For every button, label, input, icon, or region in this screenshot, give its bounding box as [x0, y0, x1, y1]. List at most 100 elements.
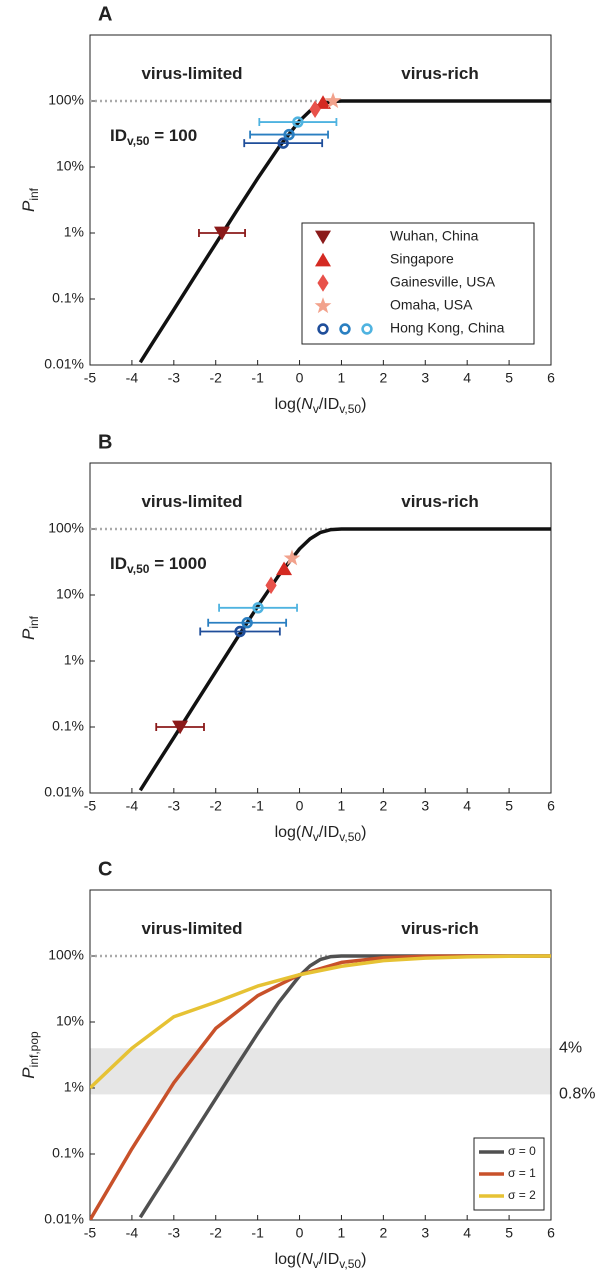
- curve: [138, 954, 551, 1219]
- marker: [276, 561, 293, 576]
- x-tick-label: -2: [210, 798, 223, 814]
- x-tick-label: 1: [338, 798, 346, 814]
- marker: [172, 720, 189, 735]
- x-axis-label-part: ): [361, 824, 366, 841]
- y-axis-label: Pinf: [19, 615, 41, 640]
- marker: [324, 92, 342, 109]
- marker: [277, 137, 289, 149]
- band: [90, 1048, 551, 1095]
- x-axis-label-part: N: [301, 1251, 313, 1268]
- legend-box: [301, 222, 535, 345]
- x-axis-label-part: v,50: [339, 830, 361, 844]
- marker: [361, 323, 373, 335]
- annotation-part: ID: [110, 126, 127, 145]
- marker: [265, 576, 277, 595]
- x-tick-label: -1: [251, 1225, 264, 1241]
- x-axis-label-part: ): [361, 1251, 366, 1268]
- x-tick-label: 6: [547, 1225, 555, 1241]
- x-tick-label: 2: [379, 798, 387, 814]
- x-tick-label: 4: [463, 798, 471, 814]
- x-axis-label: log(Nv/IDv,50): [275, 824, 367, 844]
- x-axis-label-part: /ID: [319, 1251, 339, 1268]
- y-tick-label: 1%: [64, 224, 84, 240]
- annotation: IDv,50 = 1000: [110, 554, 207, 576]
- x-tick-label: 6: [547, 370, 555, 386]
- x-tick-label: 4: [463, 370, 471, 386]
- error-bar: [258, 118, 338, 127]
- curve: [90, 954, 551, 1090]
- error-bar: [243, 139, 324, 148]
- x-tick-label: 6: [547, 798, 555, 814]
- curves: [90, 954, 551, 1220]
- legend-label: σ = 1: [508, 1166, 536, 1180]
- marker: [315, 252, 331, 267]
- y-tick-label: 10%: [56, 586, 84, 602]
- panel: -5 -4 -3 -2 -1 0 1 2 3 4 5 6 0.01% 0.1% 1% 10% 100% B: [44, 431, 555, 813]
- legend-label: Gainesville, USA: [390, 274, 496, 290]
- error-bar: [207, 618, 288, 627]
- annotation: virus-rich: [401, 64, 478, 83]
- marker: [315, 95, 332, 109]
- y-tick-label: 0.01%: [44, 1211, 84, 1227]
- x-axis-label-part: v: [313, 830, 319, 844]
- x-tick-label: 2: [379, 1225, 387, 1241]
- annotation-part: v,50: [127, 562, 150, 576]
- x-tick-label: -2: [210, 370, 223, 386]
- annotation-part: v,50: [127, 134, 150, 148]
- annotation-part: = 1000: [149, 554, 206, 573]
- panel-label: B: [98, 431, 112, 453]
- y-tick-label: 0.1%: [52, 1145, 84, 1161]
- y-tick-label: 100%: [48, 92, 84, 108]
- y-tick-label: 10%: [56, 1013, 84, 1029]
- legend-label: σ = 2: [508, 1188, 536, 1202]
- x-axis-label: log(Nv/IDv,50): [275, 1251, 367, 1271]
- x-axis-label-part: log(: [275, 396, 302, 413]
- marker: [314, 297, 332, 314]
- annotation: virus-limited: [141, 492, 242, 511]
- y-tick-label: 100%: [48, 947, 84, 963]
- x-tick-label: -1: [251, 798, 264, 814]
- y-axis-label-part: inf,pop: [27, 1031, 41, 1067]
- legend-label: Hong Kong, China: [390, 320, 505, 336]
- annotation-part: virus-limited: [141, 64, 242, 83]
- y-tick-label: 100%: [48, 520, 84, 536]
- y-axis-label: Pinf,pop: [19, 1031, 41, 1079]
- error-bar: [249, 130, 329, 139]
- band-label: 0.8%: [559, 1086, 595, 1103]
- annotation-part: ID: [110, 554, 127, 573]
- x-tick-label: 3: [421, 370, 429, 386]
- x-axis-label-part: /ID: [319, 396, 339, 413]
- panel: -5 -4 -3 -2 -1 0 1 2 3 4 5 6 0.01% 0.1% 1% 10% 100% A Wuha…: [44, 3, 555, 385]
- x-tick-label: -2: [210, 1225, 223, 1241]
- y-tick-label: 0.01%: [44, 784, 84, 800]
- annotation-part: virus-rich: [401, 64, 478, 83]
- plot-frame: [89, 889, 552, 1221]
- marker: [339, 323, 351, 335]
- x-tick-label: -3: [168, 370, 181, 386]
- x-axis-label-part: v,50: [339, 1257, 361, 1271]
- plot-frame: [89, 34, 552, 366]
- marker: [317, 323, 329, 335]
- y-axis-label-part: inf: [27, 187, 41, 200]
- x-axis-label-part: log(: [275, 1251, 302, 1268]
- marker: [317, 274, 329, 292]
- marker: [214, 226, 231, 241]
- annotation-part: virus-limited: [141, 492, 242, 511]
- panel-label: C: [98, 858, 112, 880]
- x-axis-label-part: v,50: [339, 402, 361, 416]
- x-tick-label: 3: [421, 798, 429, 814]
- marker: [315, 230, 331, 245]
- x-tick-label: -4: [126, 370, 139, 386]
- x-axis-label-part: v: [313, 1257, 319, 1271]
- x-tick-label: 0: [296, 1225, 304, 1241]
- x-tick-label: 0: [296, 370, 304, 386]
- error-bar: [199, 627, 281, 636]
- annotation: IDv,50 = 100: [110, 126, 197, 148]
- x-tick-label: 2: [379, 370, 387, 386]
- y-axis-label-part: P: [19, 1067, 38, 1079]
- x-tick-label: -5: [84, 1225, 97, 1241]
- x-tick-label: -3: [168, 1225, 181, 1241]
- y-tick-label: 0.01%: [44, 356, 84, 372]
- y-tick-label: 1%: [64, 1079, 84, 1095]
